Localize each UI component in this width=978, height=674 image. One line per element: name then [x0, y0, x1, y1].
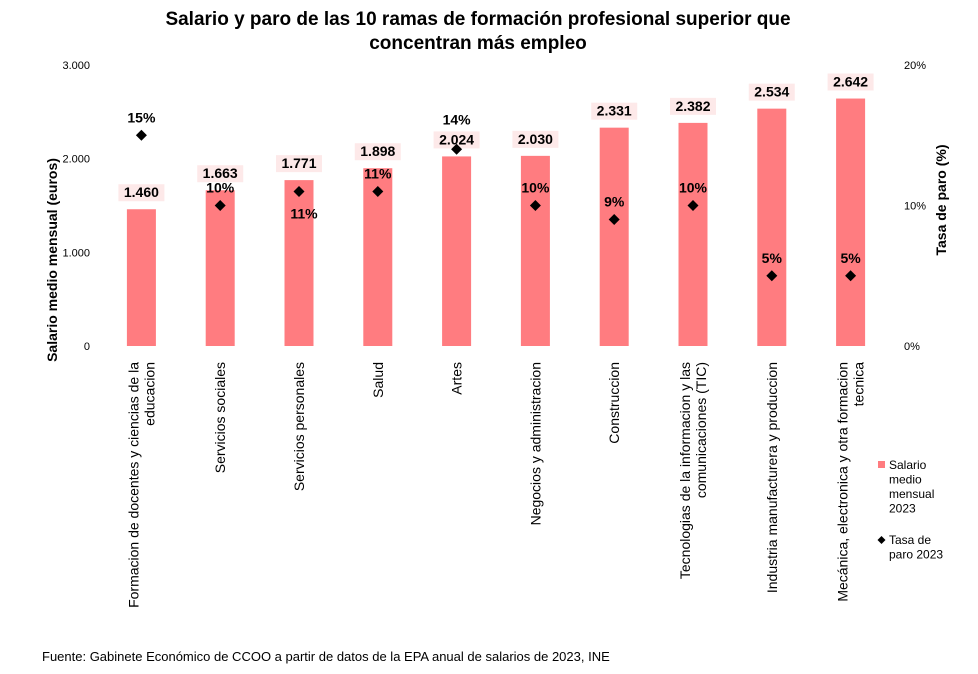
bar-data-label: 2.382	[675, 98, 710, 114]
legend-bar-label: medio	[889, 473, 922, 487]
bar	[284, 180, 314, 346]
bar-label-background	[591, 102, 638, 120]
left-axis-tick-label: 3.000	[62, 60, 90, 72]
bar-data-label: 1.898	[360, 143, 395, 159]
category-label-line: educacion	[141, 362, 157, 426]
bar-label-background	[118, 184, 165, 202]
category-label-line: Servicios personales	[291, 362, 307, 491]
left-axis-tick-label: 2.000	[62, 154, 90, 166]
rate-marker	[135, 129, 147, 141]
bar	[520, 155, 550, 346]
category-label: Formacion de docentes y ciencias de laed…	[125, 362, 157, 608]
rate-marker	[687, 200, 699, 211]
rate-data-label: 10%	[206, 180, 235, 196]
bar-label-background	[354, 143, 401, 161]
legend-rate-label: Tasa de	[889, 533, 931, 547]
bar	[836, 98, 866, 346]
rate-marker	[451, 143, 463, 155]
category-label-line: Industria manufacturera y produccion	[764, 362, 780, 593]
rate-marker	[845, 270, 857, 282]
legend-rate-label: paro 2023	[889, 548, 943, 562]
bar-data-label: 1.771	[281, 155, 316, 171]
right-axis-title: Tasa de paro (%)	[933, 145, 949, 256]
right-axis-tick-label: 10%	[904, 201, 926, 213]
left-axis-title: Salario medio mensual (euros)	[44, 158, 60, 362]
chart-title-line: concentran más empleo	[369, 33, 587, 54]
bar	[678, 122, 708, 346]
bar-data-label: 2.642	[833, 74, 868, 90]
rate-data-label: 11%	[364, 165, 392, 181]
bar	[442, 156, 472, 346]
category-label-line: Tecnologias de la informacion y las	[677, 362, 693, 579]
bar	[757, 108, 787, 346]
category-label-line: tecnica	[851, 362, 867, 407]
rate-marker	[214, 200, 226, 211]
category-label: Mecánica, electronica y otra formacionte…	[835, 362, 867, 602]
legend-bar-swatch	[878, 461, 885, 468]
bar	[205, 190, 235, 346]
source-note: Fuente: Gabinete Económico de CCOO a par…	[42, 649, 610, 664]
rate-marker	[529, 200, 541, 211]
rate-data-label: 14%	[443, 111, 472, 127]
bar-data-label: 2.030	[518, 131, 553, 147]
left-axis-tick-label: 0	[84, 341, 90, 353]
bar-data-label: 2.331	[597, 103, 632, 119]
category-label: Servicios sociales	[212, 362, 228, 473]
rate-marker	[372, 185, 384, 197]
category-label: Construccion	[606, 362, 622, 444]
rate-marker	[293, 185, 305, 197]
bar-label-background	[197, 165, 244, 183]
category-label-line: Construccion	[606, 362, 622, 444]
legend-diamond-swatch	[877, 536, 886, 544]
bar-label-background	[670, 97, 716, 115]
legend-bar-label: 2023	[889, 502, 916, 516]
category-label: Artes	[449, 362, 465, 395]
bar	[126, 209, 156, 346]
bar-label-background	[276, 155, 322, 173]
category-label-line: Formacion de docentes y ciencias de la	[125, 362, 141, 608]
chart-title-line: Salario y paro de las 10 ramas de formac…	[165, 9, 790, 30]
category-label: Industria manufacturera y produccion	[764, 362, 780, 593]
rate-data-label: 9%	[604, 194, 625, 210]
rate-marker	[766, 270, 778, 282]
bar-data-label: 2.024	[439, 131, 474, 147]
rate-data-label: 11%	[290, 205, 318, 221]
rate-data-label: 15%	[127, 109, 156, 125]
category-label-line: Salud	[370, 362, 386, 398]
legend-bar-label: mensual	[889, 487, 934, 501]
category-label-line: comunicaciones (TIC)	[693, 362, 709, 498]
bar	[599, 127, 629, 347]
rate-data-label: 5%	[840, 250, 861, 266]
bar-label-background	[512, 130, 559, 148]
bar-label-background	[433, 131, 480, 149]
bar-data-label: 1.460	[124, 184, 159, 200]
category-label: Negocios y administracion	[527, 362, 543, 525]
category-label: Tecnologias de la informacion y lascomun…	[677, 362, 709, 579]
bar-label-background	[827, 73, 874, 91]
rate-marker	[608, 214, 620, 226]
category-label-line: Artes	[449, 362, 465, 395]
left-axis-tick-label: 1.000	[62, 247, 90, 259]
category-label: Salud	[370, 362, 386, 398]
right-axis-tick-label: 0%	[904, 341, 920, 353]
bar	[363, 168, 393, 346]
rate-data-label: 5%	[762, 250, 783, 266]
rate-data-label: 10%	[679, 180, 708, 196]
bar-label-background	[748, 83, 795, 101]
rate-data-label: 10%	[521, 180, 550, 196]
category-label-line: Servicios sociales	[212, 362, 228, 473]
right-axis-tick-label: 20%	[904, 60, 926, 72]
bar-data-label: 2.534	[754, 84, 789, 100]
category-label-line: Mecánica, electronica y otra formacion	[835, 362, 851, 602]
category-label-line: Negocios y administracion	[527, 362, 543, 525]
bar-data-label: 1.663	[203, 165, 238, 181]
legend-bar-label: Salario	[889, 458, 927, 472]
category-label: Servicios personales	[291, 362, 307, 491]
